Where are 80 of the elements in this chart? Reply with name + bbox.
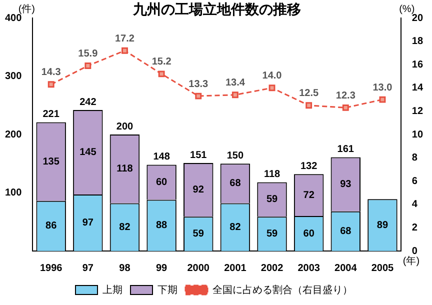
total-label: 148 [153,152,170,163]
chart-title: 九州の工場立地件数の推移 [132,0,301,17]
point [158,70,165,78]
total-label: 151 [190,150,208,161]
x-tick-label: 98 [119,262,131,274]
total-label: 132 [300,160,318,172]
data-label: 59 [266,194,278,206]
data-label: 145 [80,147,97,158]
data-label: 59 [266,228,278,240]
data-label: 86 [46,220,58,232]
y2-tick-label: 0 [412,246,418,257]
data-label: 13.4 [225,78,246,89]
data-label: 59 [192,228,204,240]
point [268,84,276,92]
data-label: 68 [230,178,242,190]
data-label: 13.0 [372,82,393,94]
data-label: 88 [156,220,168,232]
y-tick-label: 200 [4,129,22,140]
total-label: 150 [226,150,244,162]
y-tick-label: 100 [4,188,22,198]
point [379,96,386,103]
x-tick-label: 2002 [260,262,284,274]
y2-tick-label: 20 [412,12,424,24]
legend-label: 下期 [158,284,178,296]
data-label: 60 [303,228,315,240]
y2-tick-label: 4 [412,199,418,210]
data-label: 14.0 [262,70,282,82]
data-label: 82 [230,222,242,233]
x-tick-label: 2001 [224,262,247,274]
point [306,102,312,109]
data-label: 12.3 [336,90,356,102]
point [84,62,92,69]
data-label: 68 [340,226,352,237]
y2-axis-title: (%) [399,4,415,15]
total-label: 118 [264,169,281,180]
y-axis-title: (件) [18,4,36,15]
point [122,47,128,54]
legend-label: 上期 [102,284,122,296]
data-label: 15.2 [152,56,172,68]
x-tick-label: 99 [156,262,168,274]
x-tick-label: 97 [82,262,94,274]
data-label: 17.2 [115,33,135,44]
point [232,92,238,98]
x-tick-label: 2000 [187,262,210,274]
data-label: 89 [376,220,388,231]
y2-tick-label: 16 [412,59,424,70]
total-label: 200 [116,121,134,132]
x-tick-label: 2005 [371,262,394,274]
x-tick-label: 2004 [334,262,358,274]
data-label: 135 [42,156,60,168]
y-tick-label: 400 [4,12,22,24]
total-label: 242 [80,96,97,108]
legend-label: 全国に占める割合（右目盛り） [212,284,352,296]
point [195,92,202,100]
y2-tick-label: 2 [412,222,418,234]
y2-tick-label: 6 [412,176,418,187]
data-label: 93 [340,179,352,190]
y2-tick-label: 18 [412,36,424,48]
data-label: 15.9 [78,48,98,60]
point [48,81,54,88]
total-label: 161 [337,144,354,155]
x-tick-label: 1996 [40,262,63,274]
data-label: 72 [303,190,315,201]
y2-tick-label: 10 [412,129,424,140]
data-label: 82 [119,222,131,233]
x-tick-label: 2003 [298,262,320,274]
y-tick-label: 300 [4,71,22,82]
y2-tick-label: 12 [412,106,424,117]
data-label: 97 [82,218,94,228]
y2-tick-label: 14 [412,82,424,94]
point [342,104,349,111]
data-label: 12.5 [299,88,319,100]
total-label: 221 [42,109,60,120]
data-label: 118 [116,164,134,175]
x-axis-title: (年) [402,254,420,267]
data-label: 92 [192,184,204,196]
y2-tick-label: 8 [412,152,418,164]
data-label: 13.3 [188,78,209,90]
data-label: 14.3 [41,67,62,78]
data-label: 60 [156,177,168,188]
